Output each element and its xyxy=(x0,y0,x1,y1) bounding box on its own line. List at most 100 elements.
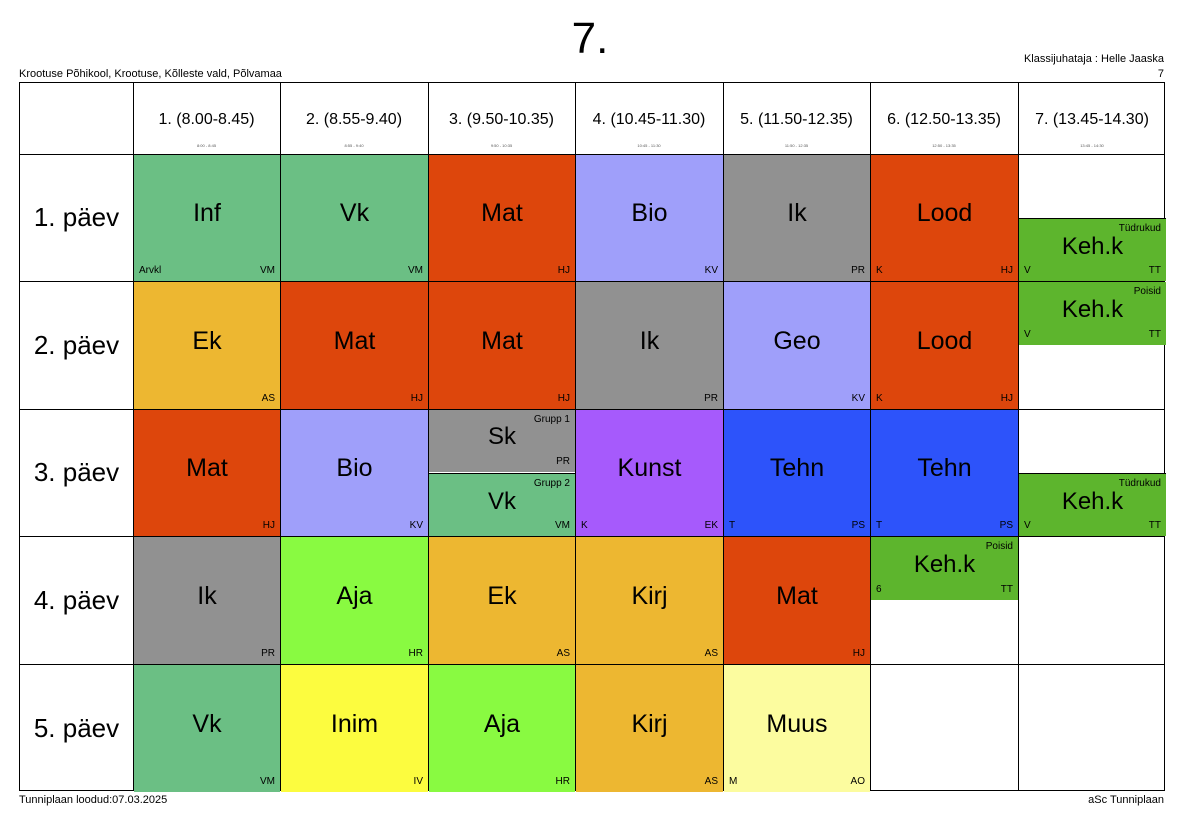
lesson-card[interactable]: Ik PR xyxy=(724,155,870,281)
class-number: 7 xyxy=(1157,68,1164,80)
lesson-teacher: PR xyxy=(556,456,570,467)
lesson-teacher: PR xyxy=(704,393,718,404)
period-time: 12:50 - 13:35 xyxy=(932,143,956,148)
lesson-subject: Aja xyxy=(483,710,521,738)
lesson-room: T xyxy=(729,520,736,531)
lesson-card[interactable]: Inim IV xyxy=(281,665,428,792)
lesson-subject: Keh.k xyxy=(1061,296,1124,323)
lesson-teacher: HR xyxy=(408,648,423,659)
period-label: 7. (13.45-14.30) xyxy=(1035,111,1149,128)
lesson-subject: Keh.k xyxy=(1061,233,1124,260)
period-header: 1. (8.00-8.45) 8:00 - 8:45 xyxy=(133,83,280,154)
lesson-card[interactable]: Ek AS xyxy=(429,537,575,664)
lesson-teacher: EK xyxy=(704,520,718,531)
grid-column-line xyxy=(575,83,576,790)
lesson-card[interactable]: Geo KV xyxy=(724,282,870,409)
lesson-card[interactable]: Vk VM Grupp 2 xyxy=(429,473,575,536)
grid-column-line xyxy=(428,83,429,790)
period-header: 3. (9.50-10.35) 9:50 - 10:35 xyxy=(428,83,575,154)
lesson-group: Poisid xyxy=(1133,286,1161,297)
lesson-teacher: KV xyxy=(409,520,423,531)
grid-row-line xyxy=(20,154,1164,155)
lesson-room: V xyxy=(1024,265,1031,276)
lesson-teacher: AO xyxy=(850,776,865,787)
lesson-subject: Lood xyxy=(916,199,973,227)
lesson-teacher: TT xyxy=(1000,584,1013,595)
lesson-card[interactable]: Lood HJ K xyxy=(871,282,1018,409)
lesson-teacher: AS xyxy=(704,648,718,659)
lesson-card[interactable]: Keh.k TT 6 Poisid xyxy=(871,537,1018,600)
lesson-card[interactable]: Bio KV xyxy=(576,155,723,281)
lesson-card[interactable]: Kirj AS xyxy=(576,665,723,792)
lesson-teacher: HR xyxy=(555,776,570,787)
lesson-card[interactable]: Vk VM xyxy=(281,155,428,281)
school-name: Krootuse Põhikool, Krootuse, Kõlleste va… xyxy=(19,68,282,80)
lesson-card[interactable]: Keh.k TT V Tüdrukud xyxy=(1019,473,1166,536)
lesson-card[interactable]: Muus AO M xyxy=(724,665,870,792)
day-label: 5. päev xyxy=(33,713,120,743)
lesson-card[interactable]: Mat HJ xyxy=(429,282,575,409)
lesson-card[interactable]: Kunst EK K xyxy=(576,410,723,536)
lesson-subject: Mat xyxy=(776,582,818,610)
grid-column-line xyxy=(280,83,281,790)
lesson-card[interactable]: Lood HJ K xyxy=(871,155,1018,281)
lesson-group: Poisid xyxy=(985,541,1013,552)
lesson-card[interactable]: Mat HJ xyxy=(429,155,575,281)
lesson-teacher: TT xyxy=(1148,520,1161,531)
lesson-subject: Mat xyxy=(186,454,228,482)
lesson-card[interactable]: Ek AS xyxy=(134,282,280,409)
lesson-card[interactable]: Sk PR Grupp 1 xyxy=(429,410,575,472)
lesson-room: V xyxy=(1024,520,1031,531)
lesson-room: Arvkl xyxy=(139,265,162,276)
lesson-card[interactable]: Tehn PS T xyxy=(724,410,870,536)
lesson-group: Tüdrukud xyxy=(1118,478,1161,489)
lesson-card[interactable]: Mat HJ xyxy=(134,410,280,536)
lesson-card[interactable]: Ik PR xyxy=(576,282,723,409)
grid-row-line xyxy=(20,536,1164,537)
period-header: 6. (12.50-13.35) 12:50 - 13:35 xyxy=(870,83,1018,154)
lesson-room: T xyxy=(876,520,883,531)
period-time: 8:55 - 9:40 xyxy=(344,143,364,148)
period-time: 13:45 - 14:30 xyxy=(1080,143,1104,148)
lesson-teacher: HJ xyxy=(1000,265,1013,276)
grid-column-line xyxy=(133,83,134,790)
lesson-card[interactable]: Inf VM Arvkl xyxy=(134,155,280,281)
lesson-subject: Ik xyxy=(787,199,807,227)
lesson-teacher: AS xyxy=(556,648,570,659)
lesson-teacher: AS xyxy=(261,393,275,404)
lesson-subject: Sk xyxy=(487,423,516,450)
lesson-card[interactable]: Keh.k TT V Poisid xyxy=(1019,282,1166,345)
lesson-subject: Ik xyxy=(197,582,217,610)
period-time: 10:45 - 11:30 xyxy=(637,143,661,148)
lesson-card[interactable]: Mat HJ xyxy=(724,537,870,664)
created-date: Tunniplaan loodud:07.03.2025 xyxy=(19,794,168,806)
lesson-subject: Aja xyxy=(336,582,373,610)
lesson-teacher: HJ xyxy=(557,393,570,404)
lesson-card[interactable]: Aja HR xyxy=(281,537,428,664)
timetable-grid: 1. (8.00-8.45) 8:00 - 8:45 2. (8.55-9.40) 8… xyxy=(19,82,1166,792)
lesson-subject: Mat xyxy=(333,327,376,355)
lesson-card[interactable]: Keh.k TT V Tüdrukud xyxy=(1019,218,1166,281)
lesson-card[interactable]: Ik PR xyxy=(134,537,280,664)
lesson-teacher: IV xyxy=(413,776,423,787)
grid-column-line xyxy=(723,83,724,790)
lesson-card[interactable]: Kirj AS xyxy=(576,537,723,664)
lesson-group: Grupp 1 xyxy=(533,414,570,425)
lesson-subject: Muus xyxy=(766,710,828,738)
lesson-subject: Kirj xyxy=(631,710,668,738)
grid-column-line xyxy=(1018,83,1019,790)
lesson-subject: Inim xyxy=(330,710,379,738)
lesson-teacher: AS xyxy=(704,776,718,787)
lesson-card[interactable]: Aja HR xyxy=(429,665,575,792)
lesson-subject: Vk xyxy=(192,710,222,738)
lesson-subject: Tehn xyxy=(769,454,825,482)
lesson-subject: Bio xyxy=(336,454,373,482)
lesson-subject: Ek xyxy=(487,582,517,610)
lesson-subject: Geo xyxy=(773,327,821,355)
lesson-teacher: HJ xyxy=(262,520,275,531)
lesson-card[interactable]: Vk VM xyxy=(134,665,280,792)
lesson-card[interactable]: Tehn PS T xyxy=(871,410,1018,536)
lesson-card[interactable]: Bio KV xyxy=(281,410,428,536)
period-time: 11:50 - 12:35 xyxy=(784,143,809,148)
lesson-card[interactable]: Mat HJ xyxy=(281,282,428,409)
